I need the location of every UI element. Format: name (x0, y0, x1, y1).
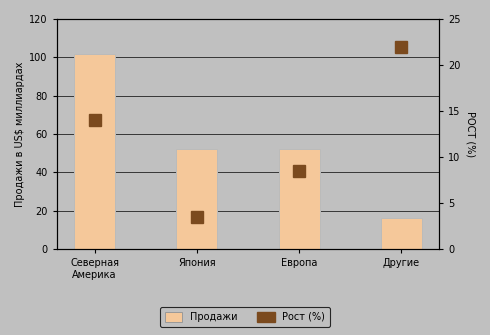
Y-axis label: Продажи в US$ миллиардах: Продажи в US$ миллиардах (15, 61, 25, 207)
Bar (176, 149, 217, 249)
Bar (74, 54, 115, 249)
Y-axis label: РОСТ (%): РОСТ (%) (465, 111, 475, 157)
Bar (381, 218, 422, 249)
Legend: Продажи, Рост (%): Продажи, Рост (%) (160, 307, 330, 327)
Bar (279, 149, 319, 249)
